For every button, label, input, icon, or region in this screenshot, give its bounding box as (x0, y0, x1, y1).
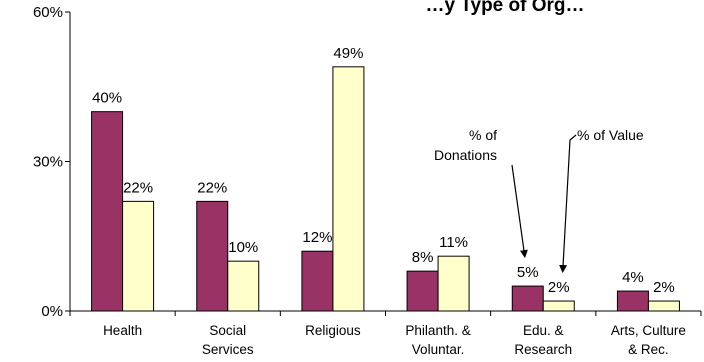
x-category-label: Social (209, 323, 246, 338)
bar (542, 300, 575, 312)
chart-title: …y Type of Org… (425, 0, 584, 16)
data-label: 40% (92, 90, 122, 107)
data-label: 22% (197, 179, 227, 196)
x-category-label: Arts, Culture (611, 323, 686, 338)
data-label: 5% (517, 264, 539, 281)
bar (301, 250, 334, 312)
data-label: 22% (123, 179, 153, 196)
bar (227, 260, 260, 312)
data-label: 11% (439, 234, 468, 251)
bar (122, 200, 155, 312)
bar (647, 300, 680, 312)
data-label: 2% (653, 279, 675, 296)
data-label: 12% (302, 229, 332, 246)
data-label: 49% (333, 45, 363, 62)
x-category-label: Philanth. & (405, 323, 470, 338)
annotations-group: % of Donations % of Value (434, 127, 644, 274)
x-category-label: Edu. & (523, 323, 564, 338)
annotation-arrow (511, 164, 528, 259)
x-category-label: Research (514, 342, 572, 357)
annotation-label: % of (469, 127, 497, 143)
bar (332, 66, 365, 312)
bar (196, 200, 229, 312)
bars-group (91, 66, 680, 312)
bar (616, 290, 649, 312)
axes-group: 0% 30% 60% (33, 4, 702, 320)
annotation-label: Donations (434, 147, 497, 163)
x-category-label: Services (202, 342, 254, 357)
y-tick-label: 60% (33, 4, 63, 21)
data-label: 8% (412, 249, 434, 266)
labels-group: 40% 22% 22% 10% 12% 49% 8% 11% 5% 2% 4% 2% Health Soc… (92, 45, 686, 357)
bar (406, 270, 439, 312)
x-category-label: & Rec. (628, 342, 669, 357)
bar (91, 111, 124, 312)
bar (437, 255, 470, 312)
x-category-label: Religious (305, 323, 361, 338)
x-category-label: Health (103, 323, 142, 338)
bar (511, 285, 544, 312)
data-label: 2% (548, 279, 570, 296)
annotation-label: % of Value (577, 127, 644, 143)
data-label: 4% (622, 269, 644, 286)
annotation-arrow (559, 134, 577, 274)
x-category-label: Voluntar. (412, 342, 465, 357)
y-tick-label: 0% (41, 303, 63, 320)
y-tick-label: 30% (33, 154, 63, 171)
data-label: 10% (228, 239, 258, 256)
